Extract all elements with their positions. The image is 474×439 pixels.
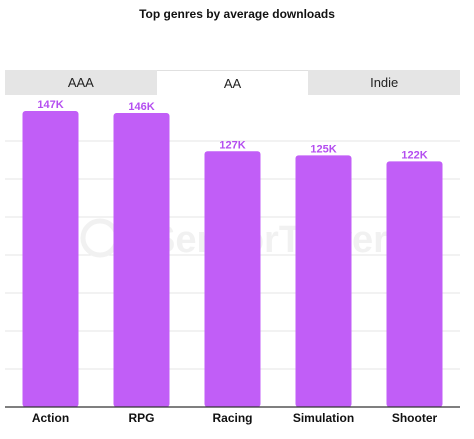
value-label: 146K (128, 101, 154, 113)
category-label: Racing (212, 411, 252, 425)
value-label: 122K (401, 149, 427, 161)
category-label: RPG (128, 411, 154, 425)
bar-rpg (113, 113, 170, 407)
bar-shooter (386, 161, 443, 407)
segment-tabs: AAA AA Indie (5, 70, 460, 95)
watermark: SensorTower (150, 219, 388, 261)
bar-simulation (295, 155, 352, 407)
tab-aaa[interactable]: AAA (67, 75, 94, 90)
category-label: Action (32, 411, 69, 425)
bar-action (22, 111, 79, 407)
bar-racing (204, 151, 261, 407)
chart-title: Top genres by average downloads (139, 7, 335, 21)
bars: 147K Action 146K RPG 127K Racing 125K Simulatio… (22, 99, 443, 425)
category-label: Simulation (293, 411, 354, 425)
category-label: Shooter (392, 411, 438, 425)
value-label: 125K (310, 143, 336, 155)
watermark-logo-icon (80, 218, 120, 258)
value-label: 127K (219, 139, 245, 151)
value-label: 147K (37, 99, 63, 111)
tab-indie[interactable]: Indie (370, 75, 399, 90)
tab-aa[interactable]: AA (156, 70, 309, 95)
